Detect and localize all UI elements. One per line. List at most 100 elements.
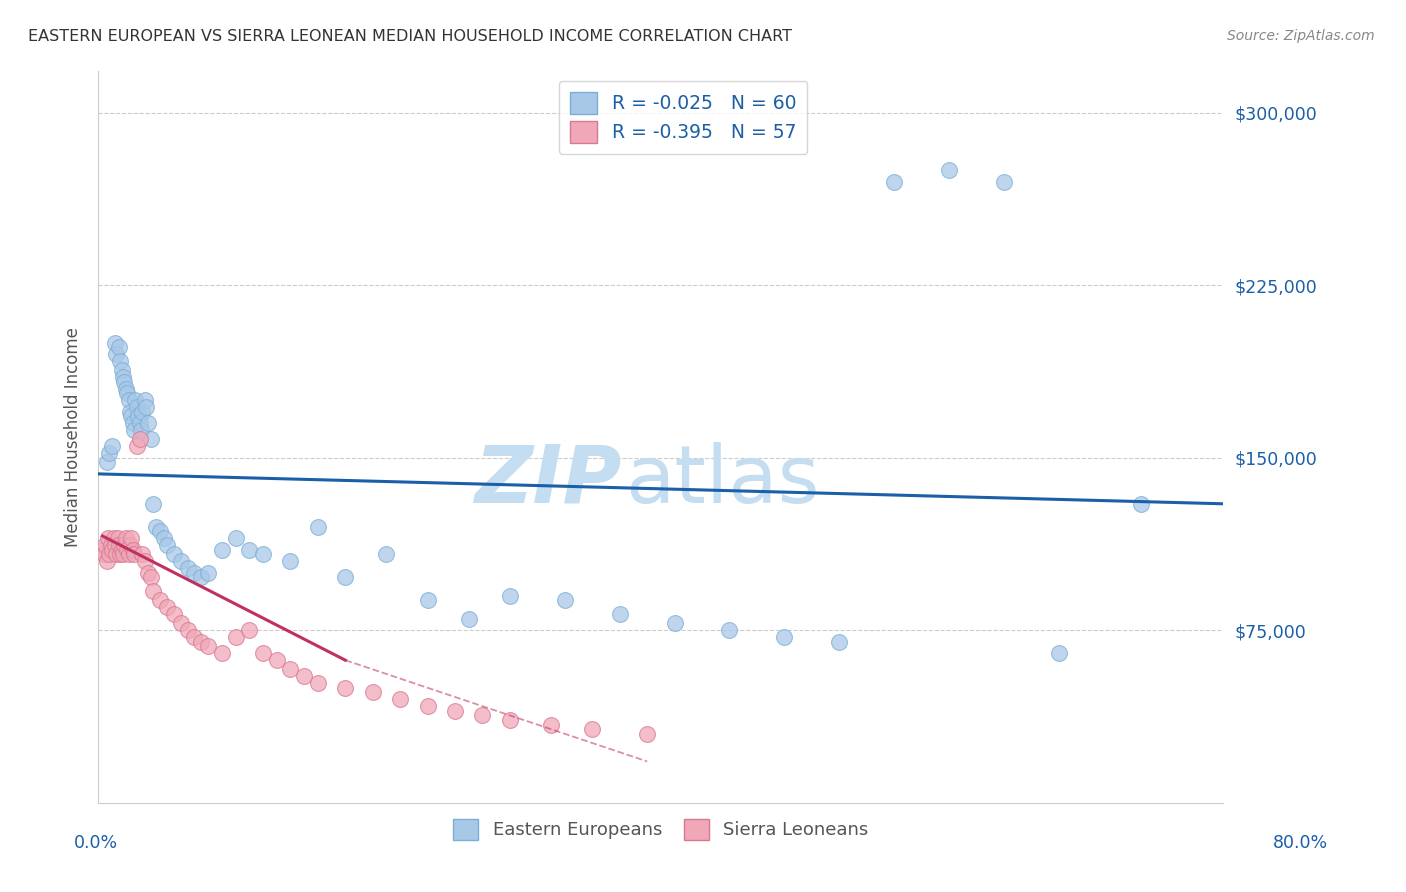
Point — [197, 640, 219, 654]
Text: EASTERN EUROPEAN VS SIERRA LEONEAN MEDIAN HOUSEHOLD INCOME CORRELATION CHART: EASTERN EUROPEAN VS SIERRA LEONEAN MEDIA… — [28, 29, 792, 45]
Point — [170, 616, 193, 631]
Point — [142, 584, 165, 599]
Point — [115, 542, 138, 557]
Point — [110, 548, 132, 562]
Point — [136, 566, 159, 580]
Point — [103, 531, 125, 545]
Text: Source: ZipAtlas.com: Source: ZipAtlas.com — [1227, 29, 1375, 44]
Point — [112, 370, 135, 384]
Point — [197, 566, 219, 580]
Point — [499, 713, 522, 727]
Point — [98, 446, 121, 460]
Point — [225, 531, 247, 545]
Point — [118, 538, 141, 552]
Point — [124, 393, 146, 408]
Point — [128, 417, 150, 431]
Point — [211, 646, 233, 660]
Point — [131, 405, 153, 419]
Point — [93, 548, 115, 562]
Point — [105, 548, 128, 562]
Point — [163, 607, 186, 622]
Point — [108, 538, 131, 552]
Point — [101, 542, 124, 557]
Point — [163, 548, 186, 562]
Point — [101, 439, 124, 453]
Point — [183, 630, 205, 644]
Point — [581, 722, 603, 736]
Point — [120, 409, 142, 424]
Point — [993, 175, 1015, 189]
Point — [1047, 646, 1070, 660]
Point — [127, 409, 149, 424]
Point — [136, 417, 159, 431]
Point — [122, 423, 145, 437]
Point — [149, 593, 172, 607]
Text: 0.0%: 0.0% — [73, 834, 118, 852]
Point — [117, 548, 139, 562]
Point — [110, 354, 132, 368]
Point — [225, 630, 247, 644]
Point — [111, 363, 134, 377]
Point — [94, 538, 117, 552]
Point — [156, 600, 179, 615]
Point — [280, 662, 302, 676]
Point — [120, 531, 142, 545]
Point — [115, 531, 138, 545]
Point — [252, 548, 274, 562]
Point — [554, 593, 576, 607]
Point — [108, 340, 131, 354]
Point — [190, 570, 212, 584]
Point — [105, 347, 128, 361]
Point — [252, 646, 274, 660]
Point — [156, 538, 179, 552]
Y-axis label: Median Household Income: Median Household Income — [63, 327, 82, 547]
Point — [125, 400, 148, 414]
Point — [335, 570, 357, 584]
Point — [307, 676, 329, 690]
Point — [115, 382, 138, 396]
Point — [389, 692, 412, 706]
Point — [98, 548, 121, 562]
Point — [499, 589, 522, 603]
Point — [145, 520, 167, 534]
Point — [292, 669, 315, 683]
Point — [176, 561, 198, 575]
Point — [280, 554, 302, 568]
Point — [471, 708, 494, 723]
Point — [112, 548, 135, 562]
Point — [211, 542, 233, 557]
Point — [540, 717, 562, 731]
Point — [335, 681, 357, 695]
Point — [457, 612, 479, 626]
Point — [190, 634, 212, 648]
Point — [183, 566, 205, 580]
Point — [307, 520, 329, 534]
Point — [125, 439, 148, 453]
Point — [97, 531, 120, 545]
Point — [139, 570, 162, 584]
Point — [96, 455, 118, 469]
Point — [111, 542, 134, 557]
Text: ZIP: ZIP — [474, 442, 621, 520]
Point — [375, 548, 398, 562]
Point — [142, 497, 165, 511]
Point — [114, 375, 136, 389]
Point — [153, 531, 176, 545]
Point — [104, 335, 127, 350]
Point — [131, 548, 153, 562]
Point — [938, 163, 960, 178]
Point — [176, 624, 198, 638]
Point — [609, 607, 631, 622]
Point — [115, 386, 138, 401]
Point — [134, 554, 156, 568]
Point — [773, 630, 796, 644]
Point — [118, 405, 141, 419]
Point — [238, 542, 260, 557]
Point — [139, 433, 162, 447]
Point — [91, 542, 114, 557]
Point — [636, 727, 658, 741]
Point — [100, 538, 122, 552]
Point — [883, 175, 905, 189]
Legend: Eastern Europeans, Sierra Leoneans: Eastern Europeans, Sierra Leoneans — [444, 810, 877, 848]
Point — [416, 593, 439, 607]
